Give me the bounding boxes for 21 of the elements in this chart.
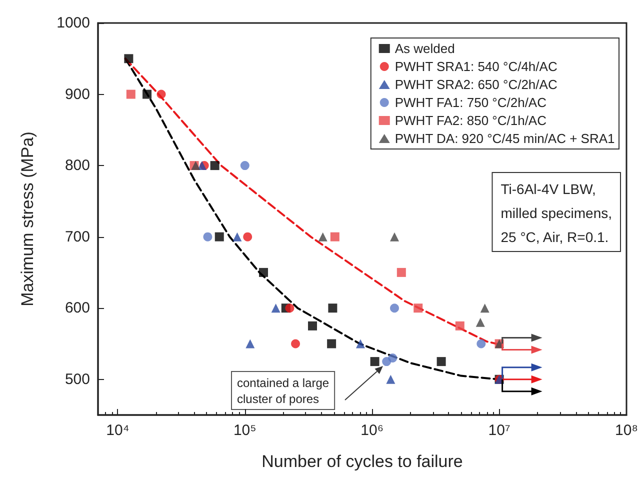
legend-label: PWHT FA1: 750 °C/2h/AC [394,95,547,110]
legend-label: PWHT DA: 920 °C/45 min/AC + SRA1 [394,131,615,146]
legend-label: PWHT SRA1: 540 °C/4h/AC [394,59,558,74]
y-tick-label: 800 [64,157,90,174]
x-tick-label: 10⁴ [106,422,130,439]
y-tick-label: 700 [64,228,90,246]
x-tick-label: 10⁶ [360,422,384,439]
annotation: Ti-6Al-4V LBW, milled specimens, 25 °C, Air, R=0.1. [500,181,612,245]
y-tick-label: 900 [64,86,90,103]
x-tick-label: 10⁵ [233,422,256,439]
x-tick-label: 10⁷ [488,422,510,439]
x-axis-title: Number of cycles to failure [262,452,463,471]
y-tick-label: 600 [64,300,90,317]
legend-label: PWHT SRA2: 650 °C/2h/AC [394,77,558,92]
legend-label: As welded [394,41,455,56]
y-tick-label: 1000 [56,14,90,32]
legend-label: PWHT FA2: 850 °C/1h/AC [394,113,547,128]
y-tick-label: 500 [64,370,90,388]
annotation: contained a large cluster of pores [237,376,330,406]
y-axis-title: Maximum stress (MPa) [18,132,37,306]
x-tick-label: 10⁸ [614,422,638,439]
